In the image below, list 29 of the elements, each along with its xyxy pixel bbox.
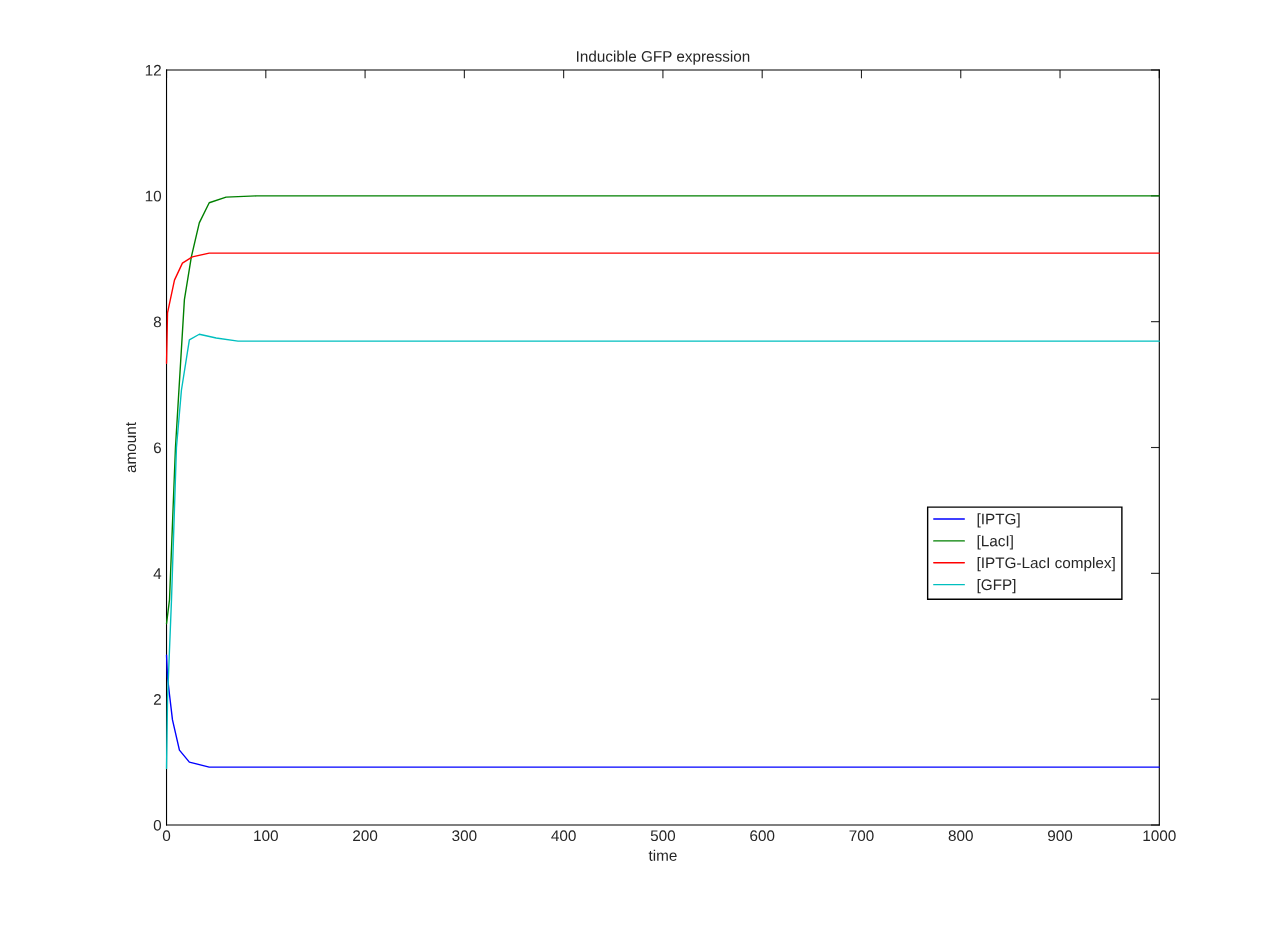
x-tick-label: 600 [750, 830, 775, 842]
x-tick-label: 400 [551, 830, 576, 842]
y-tick-label: 6 [153, 442, 161, 454]
y-tick-label: 8 [153, 316, 162, 328]
x-tick-label: 100 [254, 830, 278, 842]
chart-title: Inducible GFP expression [577, 50, 750, 65]
y-tick-label: 10 [145, 190, 162, 202]
line-series [165, 333, 1160, 770]
x-tick-label: 200 [353, 830, 378, 842]
y-tick-label: 2 [153, 694, 161, 705]
x-tick-label: 300 [452, 830, 477, 842]
line-series [165, 654, 1160, 768]
y-axis-title: amount [126, 422, 137, 473]
x-tick-label: 1000 [1143, 830, 1176, 842]
x-axis-title: time [648, 849, 677, 861]
legend-label: [LacI] [977, 535, 1013, 550]
x-tick-label: 900 [1048, 830, 1073, 842]
x-tick-label: 800 [948, 830, 973, 842]
line-series [165, 252, 1160, 364]
x-tick-label: 0 [162, 830, 171, 842]
x-tick-label: 500 [650, 830, 676, 842]
legend-label: [IPTG] [977, 513, 1020, 528]
y-tick-label: 4 [153, 568, 162, 579]
y-tick-label: 12 [145, 64, 161, 76]
x-tick-label: 700 [849, 830, 874, 842]
legend-label: [GFP] [977, 578, 1016, 594]
y-tick-label: 0 [153, 819, 162, 831]
legend-label: [IPTG-LacI complex] [977, 557, 1115, 572]
line-series [165, 195, 1160, 625]
